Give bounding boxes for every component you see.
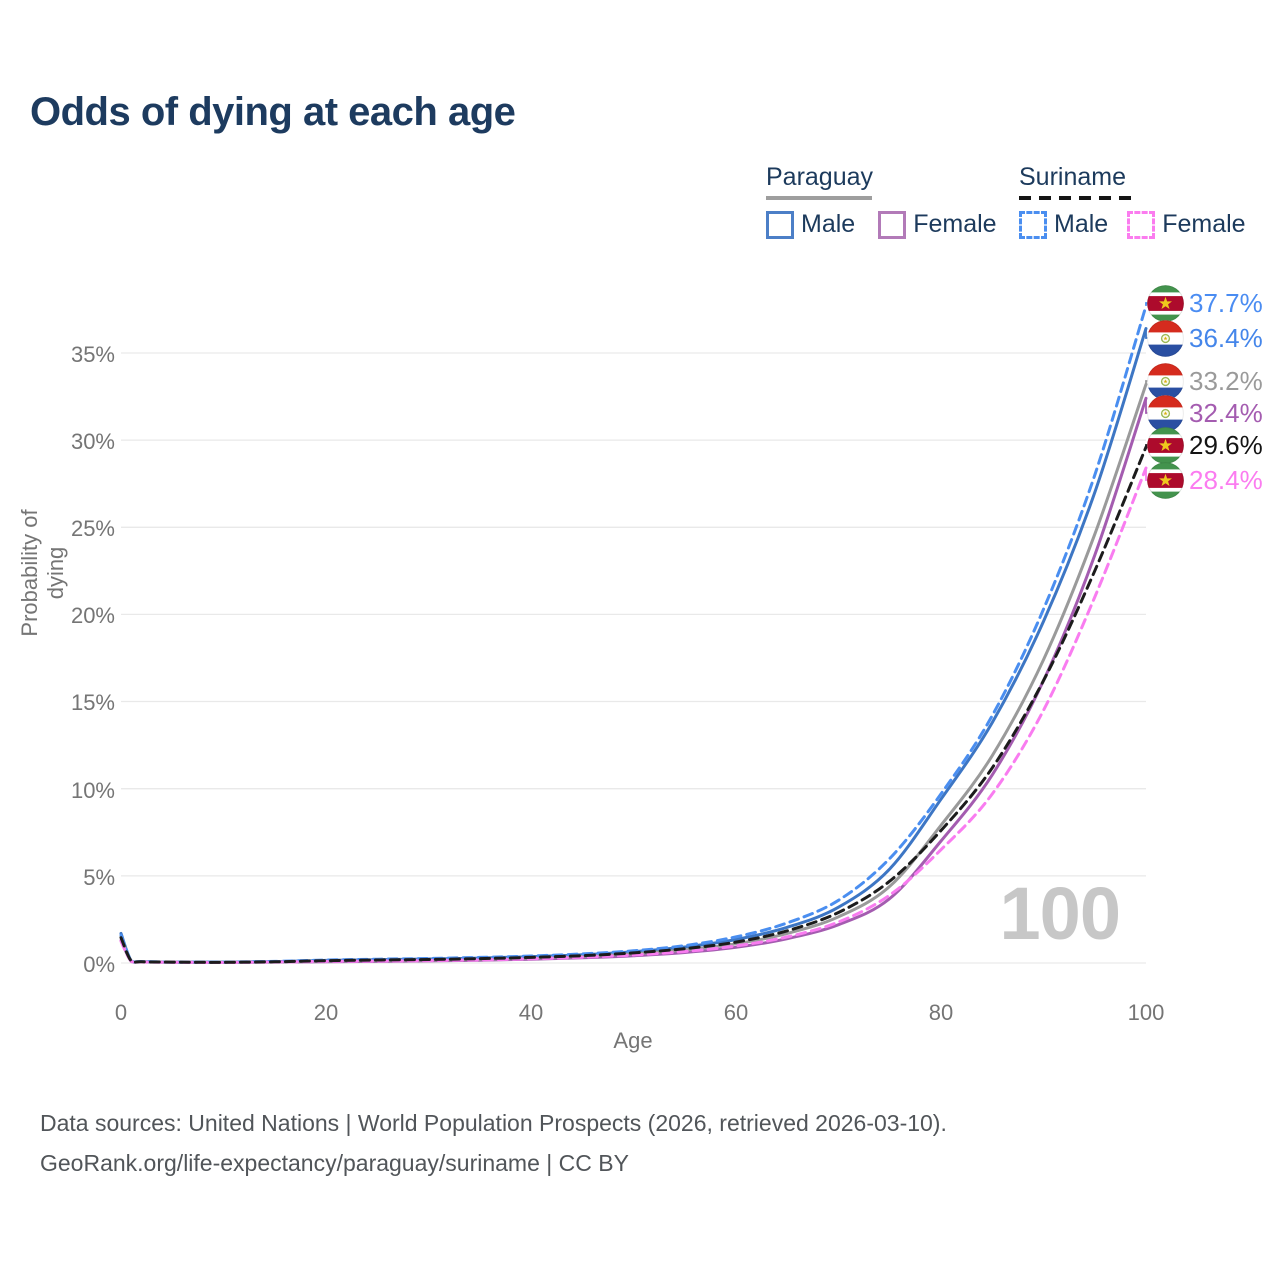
legend-item-paraguay-male[interactable]: Male xyxy=(766,210,855,239)
paraguay-flag-icon xyxy=(1147,319,1184,357)
paraguay-solid-line-swatch xyxy=(766,196,872,200)
chart-title: Odds of dying at each age xyxy=(30,90,516,134)
legend-label: Female xyxy=(913,210,997,238)
y-tick-20: 20% xyxy=(70,603,115,628)
legend-country-paraguay[interactable]: Paraguay xyxy=(766,163,874,191)
legend-item-paraguay-female[interactable]: Female xyxy=(878,210,997,239)
end-label-suriname-both: 29.6% xyxy=(1147,426,1263,464)
legend-label: Male xyxy=(801,210,856,238)
end-label-value: 36.4% xyxy=(1189,322,1263,353)
paraguay-flag-icon xyxy=(1147,362,1184,400)
x-tick-40: 40 xyxy=(518,1000,544,1025)
footer-georank-link[interactable]: GeoRank.org/life-expectancy/paraguay/sur… xyxy=(40,1150,629,1176)
y-tick-0: 0% xyxy=(83,952,115,977)
y-tick-35: 35% xyxy=(70,342,115,367)
suriname-flag-icon xyxy=(1147,461,1184,499)
end-label-paraguay-male: 36.4% xyxy=(1147,319,1263,357)
end-label-value: 32.4% xyxy=(1189,397,1263,428)
watermark-age-100: 100 xyxy=(999,872,1121,955)
x-tick-0: 0 xyxy=(114,1000,128,1025)
x-tick-80: 80 xyxy=(928,1000,954,1025)
x-axis-title: Age xyxy=(613,1028,653,1053)
legend-label: Female xyxy=(1162,210,1246,238)
end-label-value: 28.4% xyxy=(1189,464,1263,495)
legend-group-suriname: Suriname Male Female xyxy=(1019,163,1246,239)
suriname-flag-icon xyxy=(1147,426,1184,464)
end-label-value: 33.2% xyxy=(1189,365,1263,396)
paraguay-female-line-swatch xyxy=(878,210,907,239)
legend-group-paraguay: Paraguay Male Female xyxy=(766,163,997,239)
x-tick-60: 60 xyxy=(723,1000,749,1025)
suriname-flag-icon xyxy=(1147,284,1184,322)
y-tick-25: 25% xyxy=(70,516,115,541)
legend-item-suriname-male[interactable]: Male xyxy=(1019,210,1108,239)
x-tick-100: 100 xyxy=(1127,1000,1165,1025)
footer-data-sources: Data sources: United Nations | World Pop… xyxy=(40,1110,947,1136)
end-label-paraguay-both: 33.2% xyxy=(1147,362,1263,400)
suriname-male-line-swatch xyxy=(1019,210,1047,239)
y-tick-15: 15% xyxy=(70,690,115,715)
paraguay-flag-icon xyxy=(1147,394,1184,432)
y-tick-30: 30% xyxy=(70,429,115,454)
y-tick-5: 5% xyxy=(83,865,115,890)
y-tick-10: 10% xyxy=(70,778,115,803)
end-label-suriname-female: 28.4% xyxy=(1147,461,1263,499)
legend-country-suriname[interactable]: Suriname xyxy=(1019,163,1126,191)
end-label-value: 37.7% xyxy=(1189,287,1263,318)
legend-item-suriname-female[interactable]: Female xyxy=(1127,210,1246,239)
end-label-value: 29.6% xyxy=(1189,429,1263,460)
end-label-paraguay-female: 32.4% xyxy=(1147,394,1263,432)
paraguay-male-line-swatch xyxy=(766,210,794,239)
x-tick-20: 20 xyxy=(313,1000,339,1025)
end-label-suriname-male: 37.7% xyxy=(1147,284,1263,322)
suriname-dashed-line-swatch xyxy=(1019,196,1131,200)
suriname-female-line-swatch xyxy=(1127,210,1156,239)
legend-label: Male xyxy=(1054,210,1109,238)
